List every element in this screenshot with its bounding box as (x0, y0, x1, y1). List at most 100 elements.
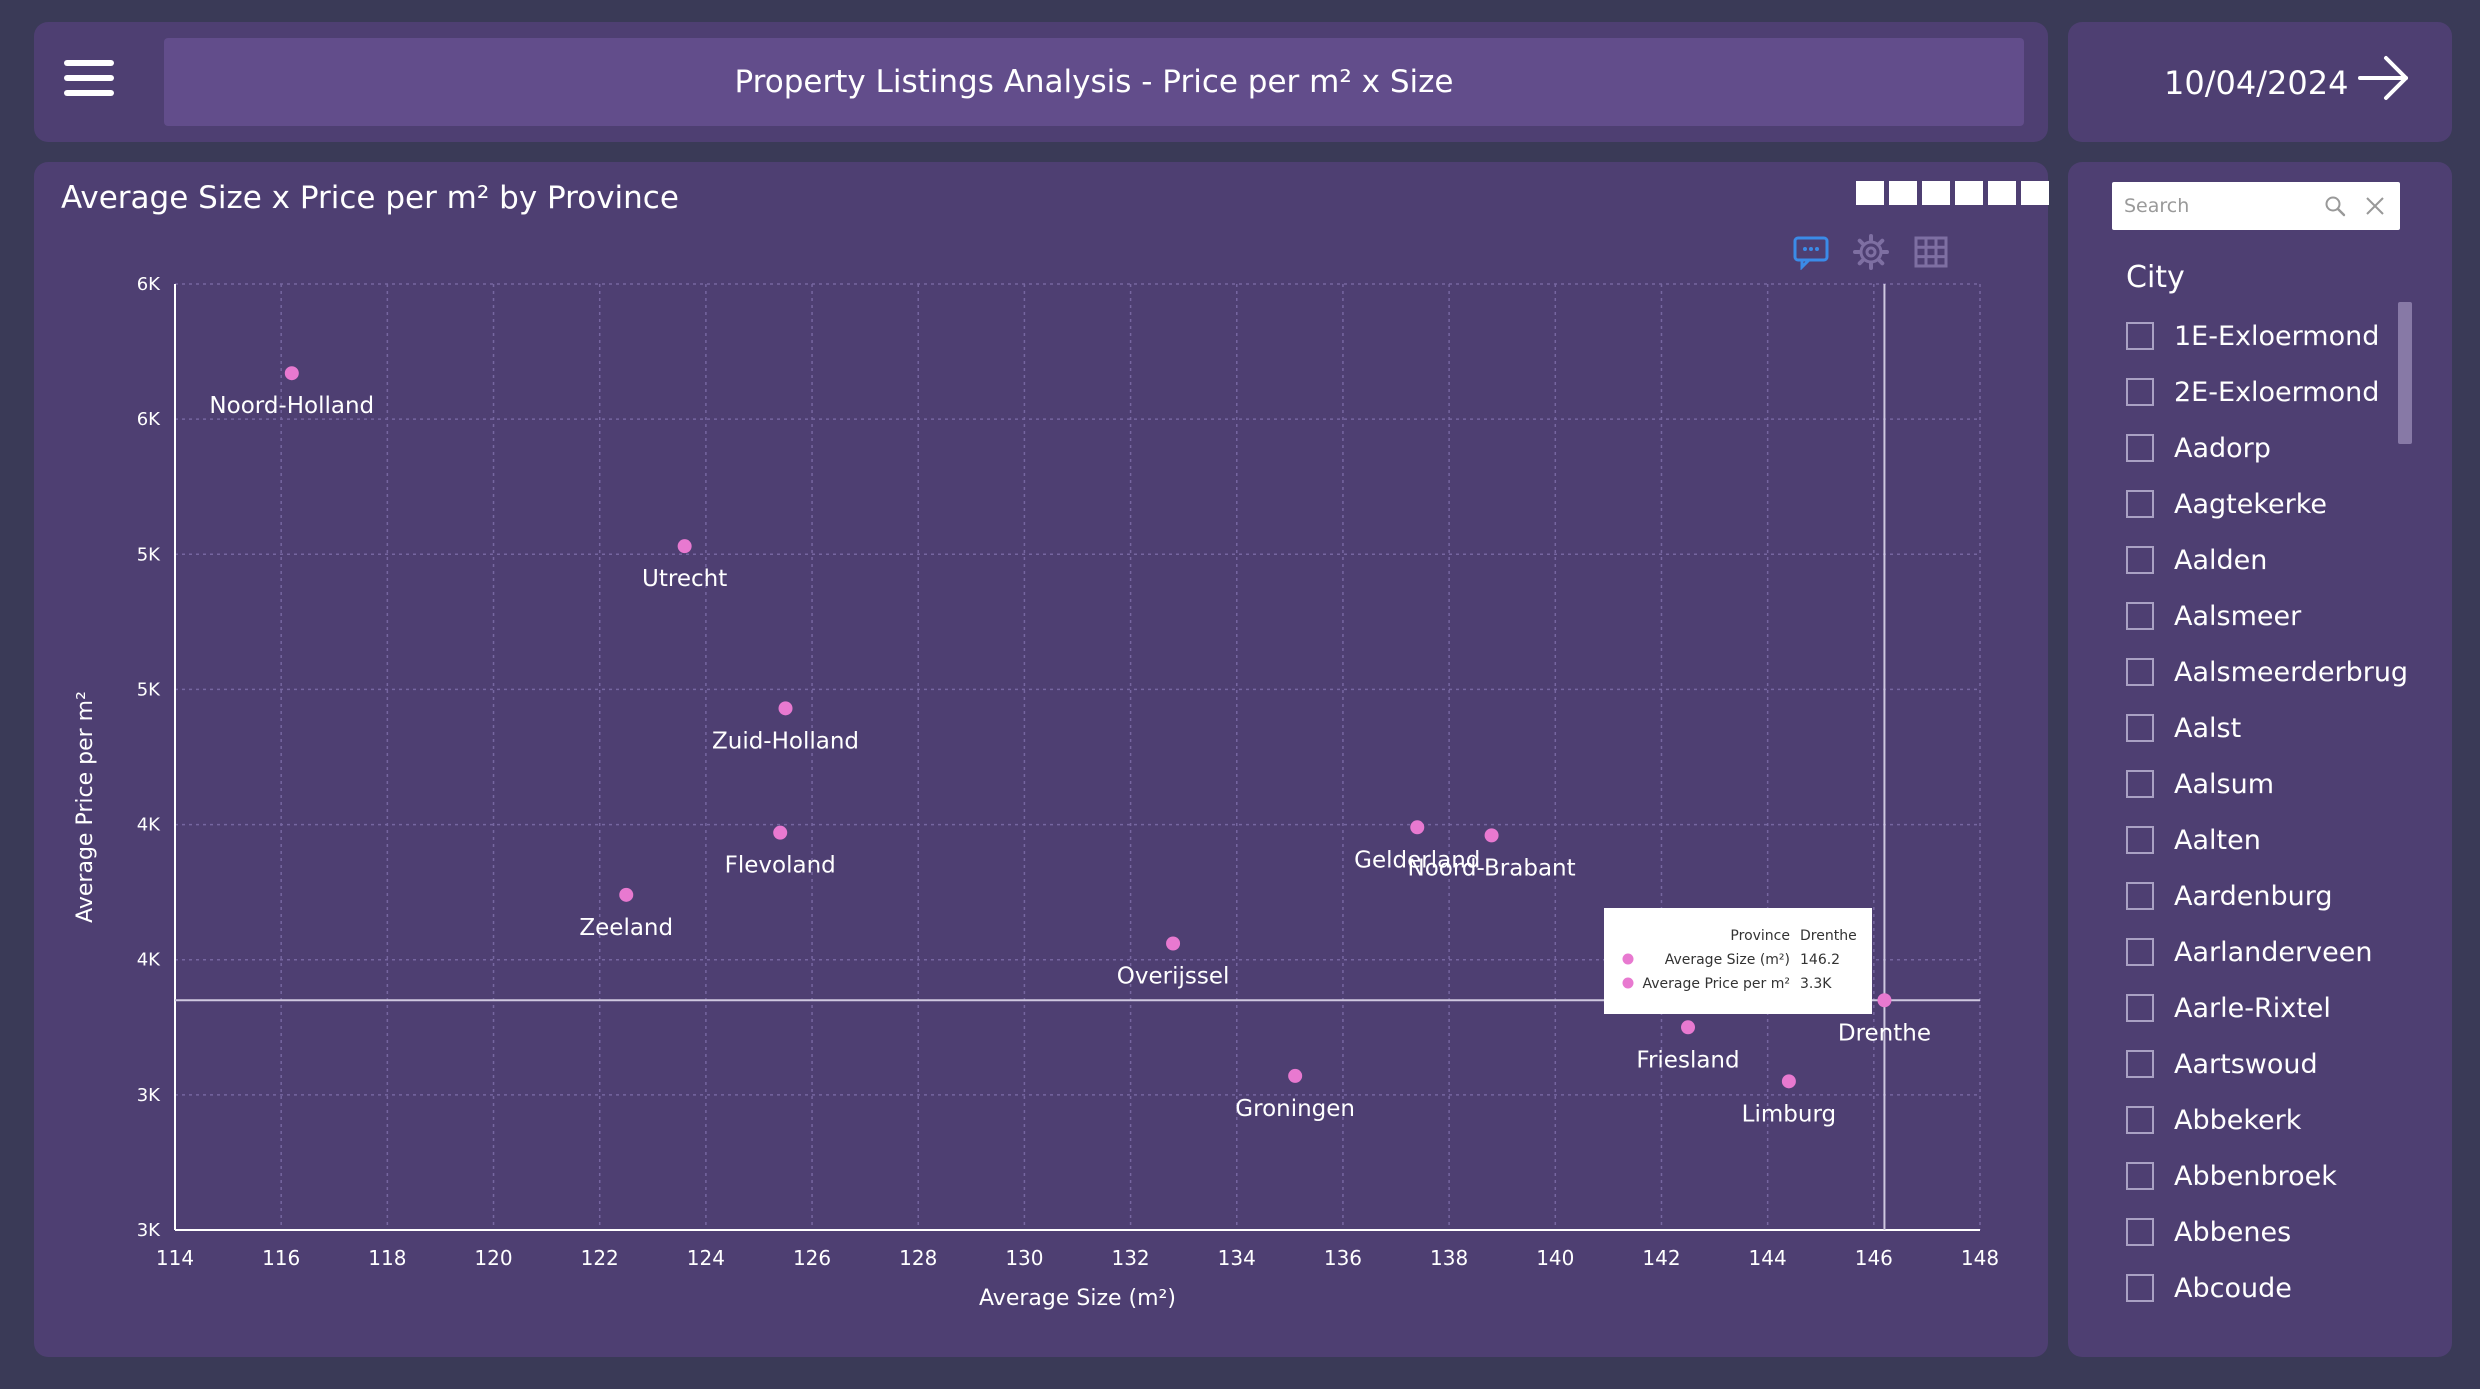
city-label: Aadorp (2174, 432, 2271, 464)
city-checkbox[interactable] (2126, 1106, 2154, 1134)
page-button[interactable] (1889, 181, 1917, 205)
page-button[interactable] (1856, 181, 1884, 205)
city-checkbox[interactable] (2126, 546, 2154, 574)
city-list-item[interactable]: Aalst (2126, 700, 2416, 756)
x-tick-label: 120 (474, 1246, 512, 1270)
page-button[interactable] (2021, 181, 2049, 205)
city-list-item[interactable]: Aardenburg (2126, 868, 2416, 924)
city-list-item[interactable]: Aadorp (2126, 420, 2416, 476)
visual-title: Average Size x Price per m² by Province (61, 180, 679, 216)
x-tick-label: 146 (1855, 1246, 1893, 1270)
city-list-item[interactable]: Aalsmeer (2126, 588, 2416, 644)
comment-icon[interactable] (1792, 234, 1830, 270)
report-title: Property Listings Analysis - Price per m… (734, 64, 1454, 100)
city-list-item[interactable]: 2E-Exloermond (2126, 364, 2416, 420)
point-label: Flevoland (725, 853, 836, 879)
x-tick-label: 118 (368, 1246, 406, 1270)
data-point[interactable] (1410, 820, 1425, 835)
city-label: Aalsmeerderbrug (2174, 656, 2409, 688)
hamburger-menu-icon[interactable] (64, 60, 114, 100)
y-tick-label: 4K (137, 815, 161, 836)
data-point[interactable] (677, 539, 692, 554)
city-list-item[interactable]: Aartswoud (2126, 1036, 2416, 1092)
city-list-item[interactable]: Aalden (2126, 532, 2416, 588)
point-label: Noord-Brabant (1408, 855, 1576, 881)
city-label: Abbenbroek (2174, 1160, 2337, 1192)
scrollbar[interactable] (2398, 302, 2412, 444)
y-axis-title: Average Price per m² (73, 691, 98, 923)
city-checkbox[interactable] (2126, 938, 2154, 966)
city-checkbox[interactable] (2126, 378, 2154, 406)
city-list-item[interactable]: Aarlanderveen (2126, 924, 2416, 980)
x-tick-label: 132 (1111, 1246, 1149, 1270)
data-point[interactable] (773, 825, 788, 840)
tooltip-marker (1622, 953, 1634, 965)
point-label: Friesland (1636, 1047, 1739, 1073)
y-tick-label: 5K (137, 544, 161, 565)
y-tick-label: 6K (137, 409, 161, 430)
city-checkbox[interactable] (2126, 882, 2154, 910)
city-list-item[interactable]: Abbekerk (2126, 1092, 2416, 1148)
city-list: 1E-Exloermond 2E-Exloermond Aadorp Aagteker… (2126, 308, 2416, 1328)
city-list-item[interactable]: Abcoude (2126, 1260, 2416, 1316)
page-button[interactable] (1955, 181, 1983, 205)
arrow-right-icon[interactable] (2356, 52, 2412, 104)
data-point[interactable] (284, 366, 299, 381)
city-list-item[interactable]: Abbenes (2126, 1204, 2416, 1260)
tooltip-header-value: Drenthe (1800, 928, 1857, 944)
tooltip-row-value: 3.3K (1800, 976, 1832, 992)
page-button[interactable] (1922, 181, 1950, 205)
city-list-item[interactable]: Aagtekerke (2126, 476, 2416, 532)
close-icon[interactable] (2364, 195, 2386, 217)
point-label: Zeeland (579, 915, 673, 941)
city-checkbox[interactable] (2126, 1050, 2154, 1078)
tooltip-header-label: Province (1730, 928, 1790, 944)
grid-icon[interactable] (1912, 234, 1950, 270)
data-point[interactable] (1681, 1020, 1696, 1035)
city-label: Aalsum (2174, 768, 2274, 800)
point-label: Utrecht (642, 566, 727, 592)
data-point[interactable] (1781, 1074, 1796, 1089)
city-checkbox[interactable] (2126, 658, 2154, 686)
city-checkbox[interactable] (2126, 1162, 2154, 1190)
city-list-item[interactable]: Aarle-Rixtel (2126, 980, 2416, 1036)
tooltip-row-label: Average Size (m²) (1665, 952, 1790, 968)
city-checkbox[interactable] (2126, 434, 2154, 462)
city-list-item[interactable]: Aalsum (2126, 756, 2416, 812)
city-checkbox[interactable] (2126, 770, 2154, 798)
city-list-item[interactable]: Aalten (2126, 812, 2416, 868)
page-button[interactable] (1988, 181, 2016, 205)
city-list-item[interactable]: Aalsmeerderbrug (2126, 644, 2416, 700)
point-label: Noord-Holland (209, 393, 374, 419)
city-label: Aalden (2174, 544, 2268, 576)
point-label: Groningen (1235, 1096, 1355, 1122)
data-point[interactable] (778, 701, 793, 716)
city-label: Aalst (2174, 712, 2242, 744)
tooltip-marker (1622, 977, 1634, 989)
data-point[interactable] (619, 887, 634, 902)
tooltip-row-value: 146.2 (1800, 952, 1840, 968)
city-checkbox[interactable] (2126, 490, 2154, 518)
city-filter-panel: City 1E-Exloermond 2E-Exloermond Aadorp Aag… (2068, 162, 2452, 1357)
city-checkbox[interactable] (2126, 602, 2154, 630)
scatter-chart[interactable]: 114 116 118 120 122 124 126 128 130 132 134 136 138 1… (34, 162, 2048, 1357)
city-checkbox[interactable] (2126, 994, 2154, 1022)
data-point[interactable] (1288, 1068, 1303, 1083)
city-checkbox[interactable] (2126, 826, 2154, 854)
city-label: Aarlanderveen (2174, 936, 2373, 968)
city-checkbox[interactable] (2126, 1274, 2154, 1302)
data-point[interactable] (1166, 936, 1181, 951)
city-list-item[interactable]: 1E-Exloermond (2126, 308, 2416, 364)
city-list-item[interactable]: Abbenbroek (2126, 1148, 2416, 1204)
gear-icon[interactable] (1852, 234, 1890, 270)
city-label: Aarle-Rixtel (2174, 992, 2331, 1024)
city-checkbox[interactable] (2126, 714, 2154, 742)
search-input[interactable] (2122, 190, 2326, 222)
search-icon[interactable] (2324, 195, 2346, 217)
data-point[interactable] (1877, 993, 1892, 1008)
header-panel: Property Listings Analysis - Price per m… (34, 22, 2048, 142)
city-checkbox[interactable] (2126, 322, 2154, 350)
city-checkbox[interactable] (2126, 1218, 2154, 1246)
data-point[interactable] (1484, 828, 1499, 843)
visual-toolbar (1792, 234, 1950, 270)
